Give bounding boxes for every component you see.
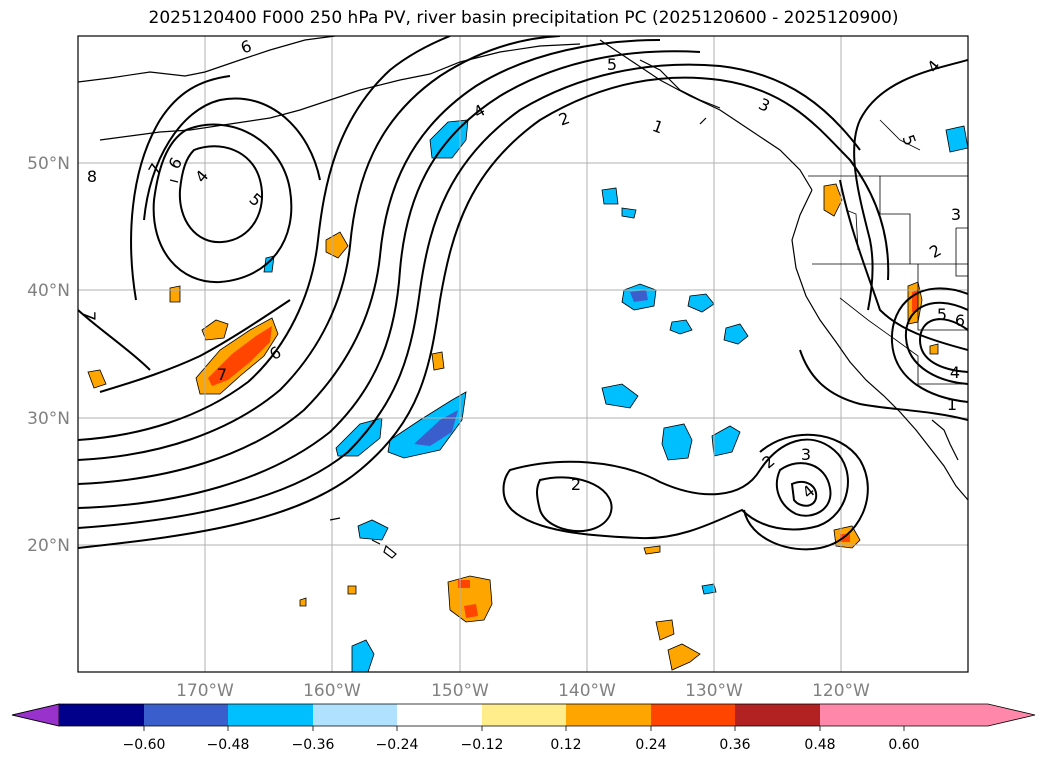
pv-contours [78,36,968,551]
colorbar-segment [397,704,482,726]
contour-label: 1 [947,395,957,414]
negative-precip-shading [263,119,968,672]
latitude-labels: 50°N 40°N 30°N 20°N [27,154,70,556]
colorbar: −0.60 −0.48 −0.36 −0.24 −0.12 0.12 0.24 … [11,703,1036,753]
colorbar-tick-label: −0.24 [376,737,419,753]
colorbar-segment [482,704,566,726]
colorbar-ticks [143,726,905,731]
lon-label: 170°W [176,681,234,701]
lon-label: 120°W [812,681,870,701]
lat-label: 40°N [27,281,70,301]
map-area: 6 7 8 6 4 5 7 6 4 5 2 1 3 5 4 2 3 4 2 3 … [78,36,968,672]
lat-label: 20°N [27,536,70,556]
colorbar-tick-label: 0.24 [635,737,666,753]
colorbar-tick-label: 0.48 [804,737,835,753]
colorbar-outline [11,703,1036,727]
lon-label: 140°W [558,681,616,701]
colorbar-tick-label: −0.48 [207,737,250,753]
colorbar-tick-label: −0.12 [461,737,504,753]
contour-label: 5 [607,55,617,74]
contour-label: 7 [217,365,227,384]
lat-label: 50°N [27,154,70,174]
colorbar-tick-label: 0.36 [719,737,750,753]
lon-label: 160°W [303,681,361,701]
colorbar-segment [144,704,228,726]
colorbar-segment [651,704,735,726]
contour-label: 8 [87,167,97,186]
contour-label: 4 [950,363,960,382]
contour-label: 7 [80,311,99,321]
contour-label: 3 [951,205,961,224]
lon-label: 150°W [431,681,489,701]
positive-precip-shading [87,183,939,671]
lon-label: 130°W [685,681,743,701]
longitude-labels: 170°W 160°W 150°W 140°W 130°W 120°W [176,681,870,701]
colorbar-extend-low [11,703,60,727]
colorbar-segment [820,704,904,726]
contour-label: 3 [801,445,811,464]
colorbar-tick-label: 0.12 [550,737,581,753]
map-frame [77,35,969,673]
colorbar-extend-high [904,704,1035,726]
map-title: 2025120400 F000 250 hPa PV, river basin … [148,8,899,28]
colorbar-tick-label: 0.60 [888,737,919,753]
lat-label: 30°N [27,409,70,429]
colorbar-segment [566,704,651,726]
contour-label: 6 [955,311,965,330]
colorbar-tick-label: −0.36 [292,737,335,753]
contour-label: 5 [937,305,947,324]
contour-label: 2 [571,475,581,494]
grid-lines [78,36,968,672]
colorbar-tick-label: −0.60 [123,737,166,753]
colorbar-segment [59,704,144,726]
colorbar-segment [228,704,313,726]
colorbar-segment [313,704,397,726]
colorbar-segment [735,704,820,726]
